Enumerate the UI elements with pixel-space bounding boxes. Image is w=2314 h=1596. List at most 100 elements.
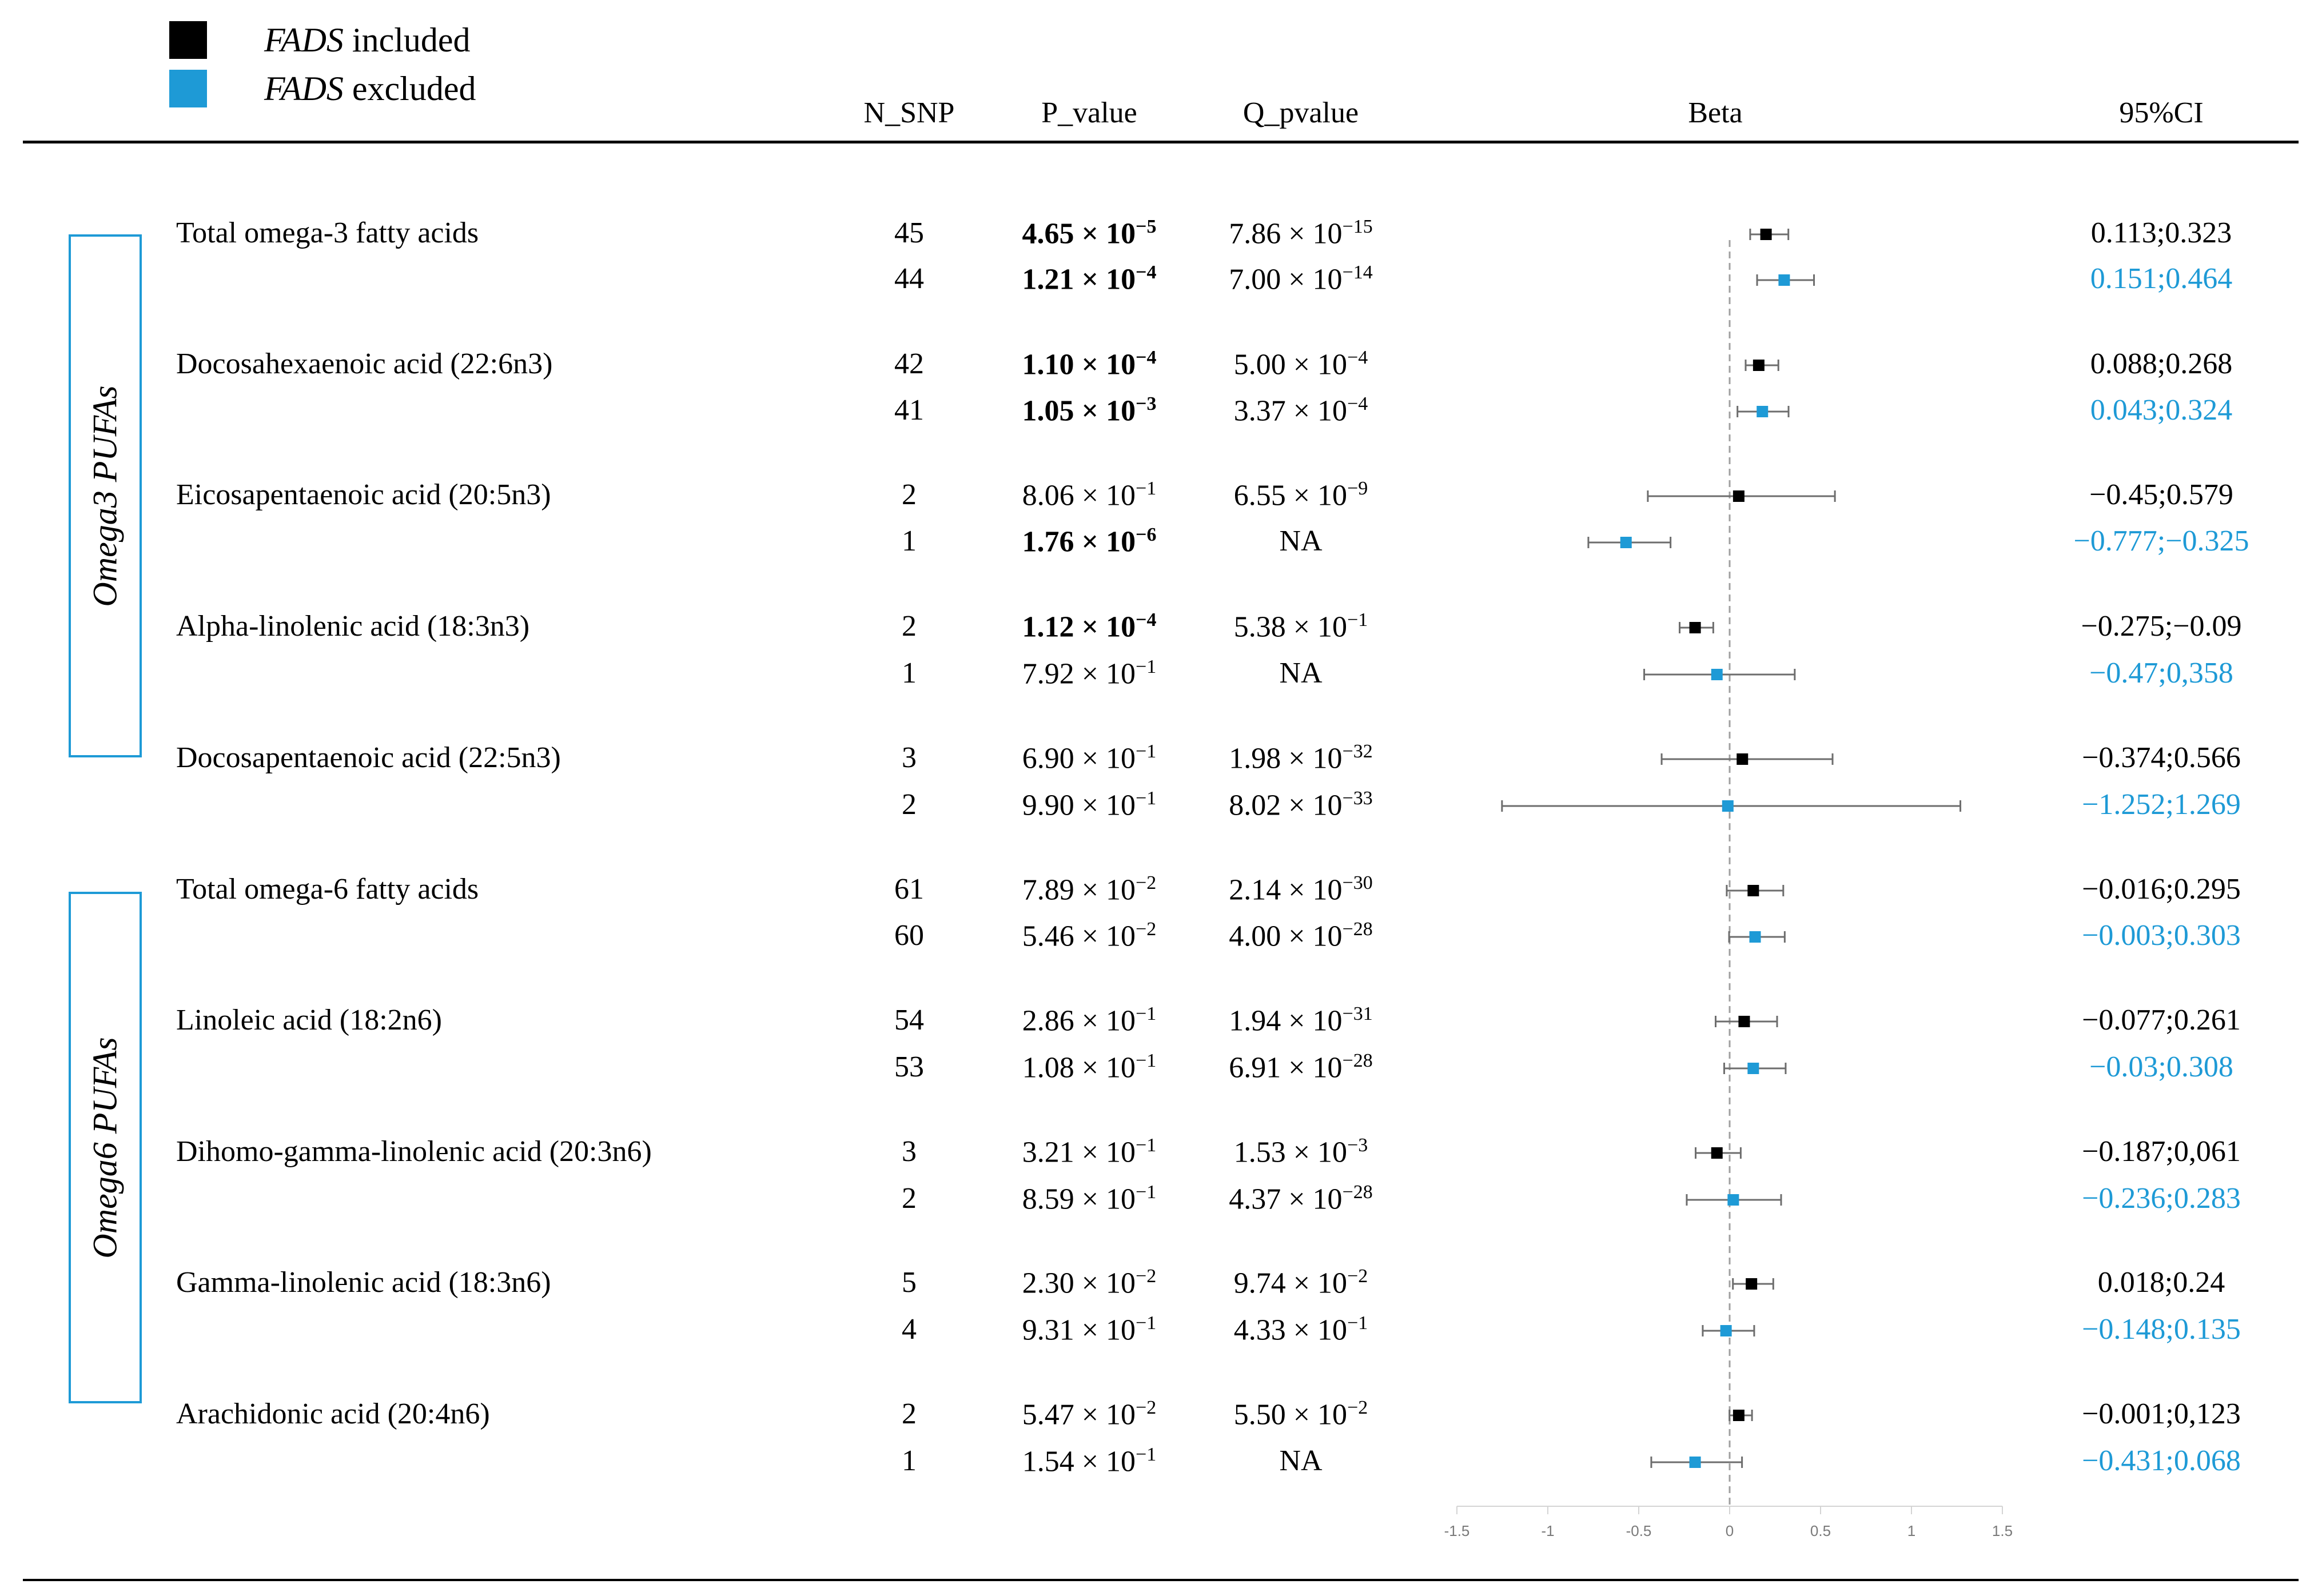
beta-point <box>1727 1194 1739 1206</box>
ci-value: 0.088;0.268 <box>2090 348 2233 380</box>
trait-name: Total omega-3 fatty acids <box>176 217 479 249</box>
n-snp-value: 41 <box>894 394 924 426</box>
p-value: 4.65 × 10−5 <box>1022 216 1157 250</box>
beta-point <box>1722 800 1734 812</box>
x-tick-label: 0 <box>1726 1522 1734 1539</box>
n-snp-value: 53 <box>894 1051 924 1083</box>
p-value: 5.47 × 10−2 <box>1022 1397 1157 1431</box>
x-tick-label: 0.5 <box>1810 1522 1831 1539</box>
trait-name: Gamma-linolenic acid (18:3n6) <box>176 1266 551 1299</box>
n-snp-value: 2 <box>902 610 917 643</box>
p-value: 2.30 × 10−2 <box>1022 1266 1157 1300</box>
ci-value: 0.043;0.324 <box>2090 394 2233 426</box>
q-pvalue: 4.37 × 10−28 <box>1229 1182 1373 1216</box>
beta-point <box>1757 406 1769 417</box>
ci-value: 0.018;0.24 <box>2097 1266 2225 1299</box>
trait-name: Docosahexaenoic acid (22:6n3) <box>176 348 553 380</box>
n-snp-value: 2 <box>902 788 917 821</box>
x-tick-label: -0.5 <box>1626 1522 1652 1539</box>
ci-value: −0.016;0.295 <box>2082 873 2241 905</box>
q-pvalue: 7.86 × 10−15 <box>1229 216 1373 250</box>
ci-value: −0.47;0,358 <box>2089 657 2233 689</box>
header-q-pvalue: Q_pvalue <box>1242 97 1359 129</box>
ci-value: −0.148;0.135 <box>2082 1313 2241 1346</box>
n-snp-value: 60 <box>894 919 924 952</box>
n-snp-value: 4 <box>902 1313 917 1346</box>
n-snp-value: 2 <box>902 478 917 511</box>
ci-value: −0.077;0.261 <box>2082 1004 2241 1036</box>
n-snp-value: 3 <box>902 741 917 774</box>
beta-point <box>1711 669 1723 680</box>
n-snp-value: 42 <box>894 348 924 380</box>
trait-name: Alpha-linolenic acid (18:3n3) <box>176 610 530 643</box>
p-value: 7.92 × 10−1 <box>1022 656 1157 691</box>
p-value: 5.46 × 10−2 <box>1022 919 1157 953</box>
n-snp-value: 45 <box>894 217 924 249</box>
q-pvalue: 6.55 × 10−9 <box>1233 478 1368 512</box>
trait-name: Docosapentaenoic acid (22:5n3) <box>176 741 561 774</box>
p-value: 9.90 × 10−1 <box>1022 788 1157 822</box>
n-snp-value: 2 <box>902 1398 917 1430</box>
ci-value: −0.777;−0.325 <box>2073 525 2249 557</box>
q-pvalue: 6.91 × 10−28 <box>1229 1050 1373 1084</box>
n-snp-value: 1 <box>902 657 917 689</box>
ci-value: 0.151;0.464 <box>2090 262 2233 295</box>
p-value: 2.86 × 10−1 <box>1022 1003 1157 1038</box>
n-snp-value: 5 <box>902 1266 917 1299</box>
q-pvalue: 1.53 × 10−3 <box>1233 1135 1368 1169</box>
x-tick-label: 1.5 <box>1992 1522 2013 1539</box>
beta-point <box>1778 274 1790 286</box>
group-box-omega6: Omega6 PUFAs <box>69 892 142 1403</box>
legend-item-excluded: FADS excluded <box>169 69 476 109</box>
beta-point <box>1746 1278 1758 1290</box>
ci-value: −0.45;0.579 <box>2089 478 2233 511</box>
p-value: 9.31 × 10−1 <box>1022 1312 1157 1347</box>
beta-point <box>1749 931 1761 943</box>
ci-value: −0.275;−0.09 <box>2081 610 2242 643</box>
p-value: 8.59 × 10−1 <box>1022 1182 1157 1216</box>
legend-swatch-excluded <box>169 70 207 107</box>
bottom-rule <box>23 1579 2299 1581</box>
header-beta: Beta <box>1688 97 1743 129</box>
q-pvalue: 2.14 × 10−30 <box>1229 872 1373 907</box>
beta-point <box>1737 753 1749 765</box>
q-pvalue: 9.74 × 10−2 <box>1233 1266 1368 1300</box>
trait-name: Eicosapentaenoic acid (20:5n3) <box>176 478 551 511</box>
p-value: 3.21 × 10−1 <box>1022 1135 1157 1169</box>
beta-point <box>1689 1457 1701 1468</box>
q-pvalue: 5.38 × 10−1 <box>1233 609 1368 644</box>
n-snp-value: 54 <box>894 1004 924 1036</box>
beta-point <box>1760 229 1772 240</box>
group-label-omega6: Omega6 PUFAs <box>86 1036 124 1259</box>
p-value: 6.90 × 10−1 <box>1022 741 1157 775</box>
beta-point <box>1738 1016 1750 1027</box>
q-pvalue: 1.98 × 10−32 <box>1229 741 1373 775</box>
q-pvalue: 5.50 × 10−2 <box>1233 1397 1368 1431</box>
beta-point <box>1732 1410 1745 1421</box>
q-pvalue: NA <box>1279 525 1323 557</box>
q-pvalue: NA <box>1279 657 1323 689</box>
ci-value: −0.374;0.566 <box>2082 741 2241 774</box>
ci-value: −1.252;1.269 <box>2082 788 2241 821</box>
x-tick-label: 1 <box>1907 1522 1915 1539</box>
p-value: 1.76 × 10−6 <box>1022 524 1157 558</box>
q-pvalue: 7.00 × 10−14 <box>1229 262 1373 296</box>
p-value: 1.54 × 10−1 <box>1022 1444 1157 1478</box>
q-pvalue: NA <box>1279 1445 1323 1477</box>
beta-point <box>1711 1147 1723 1159</box>
n-snp-value: 1 <box>902 1445 917 1477</box>
header-n-snp: N_SNP <box>863 97 955 129</box>
q-pvalue: 3.37 × 10−4 <box>1233 393 1368 428</box>
trait-name: Total omega-6 fatty acids <box>176 873 479 905</box>
beta-point <box>1689 622 1701 633</box>
trait-name: Arachidonic acid (20:4n6) <box>176 1398 490 1430</box>
x-tick-label: -1 <box>1541 1522 1554 1539</box>
group-box-omega3: Omega3 PUFAs <box>69 234 142 757</box>
header-p-value: P_value <box>1041 97 1137 129</box>
q-pvalue: 4.00 × 10−28 <box>1229 919 1373 953</box>
ci-value: −0.003;0.303 <box>2082 919 2241 952</box>
trait-name: Linoleic acid (18:2n6) <box>176 1004 442 1036</box>
n-snp-value: 3 <box>902 1135 917 1168</box>
beta-point <box>1753 360 1765 371</box>
forest-plot: -1.5 -1 -0.5 0 0.5 1 1.5 <box>1444 229 2013 1539</box>
